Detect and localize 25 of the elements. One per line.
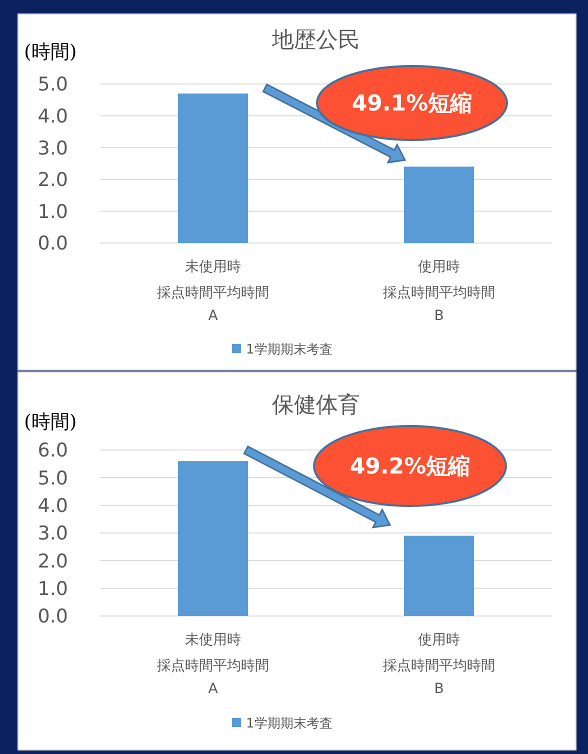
legend-label: 1学期期末考査 <box>246 716 332 732</box>
x-tick-label: 使用時採点時間平均時間 B <box>383 632 495 697</box>
y-tick-label: 1.0 <box>38 200 68 223</box>
y-tick-label: 2.0 <box>38 550 68 572</box>
y-tick-label: 0.0 <box>38 232 68 255</box>
x-tick-label: 未使用時採点時間平均時間 A <box>157 259 269 324</box>
x-tick-label: 未使用時採点時間平均時間 A <box>157 632 269 697</box>
y-axis-title: (時間) <box>24 41 77 63</box>
y-tick-label: 1.0 <box>38 578 68 600</box>
y-tick-label: 4.0 <box>38 105 68 128</box>
y-tick-label: 5.0 <box>38 74 68 96</box>
y-tick-label: 0.0 <box>38 606 68 628</box>
x-tick-label: 使用時採点時間平均時間 B <box>383 259 495 324</box>
y-tick-label: 4.0 <box>38 494 68 517</box>
y-tick-label: 6.0 <box>38 440 68 462</box>
y-tick-label: 5.0 <box>38 467 68 490</box>
annotation: 49.2%短縮 <box>350 454 470 480</box>
annotation: 49.1%短縮 <box>352 92 472 117</box>
y-tick-label: 3.0 <box>38 137 68 160</box>
y-tick-label: 3.0 <box>38 522 68 545</box>
legend-label: 1学期期末考査 <box>246 342 332 358</box>
y-tick-label: 2.0 <box>38 169 68 192</box>
chart-title: 保健体育 <box>272 392 360 418</box>
y-axis-title: (時間) <box>24 411 77 433</box>
chart-title: 地歴公民 <box>271 28 360 53</box>
